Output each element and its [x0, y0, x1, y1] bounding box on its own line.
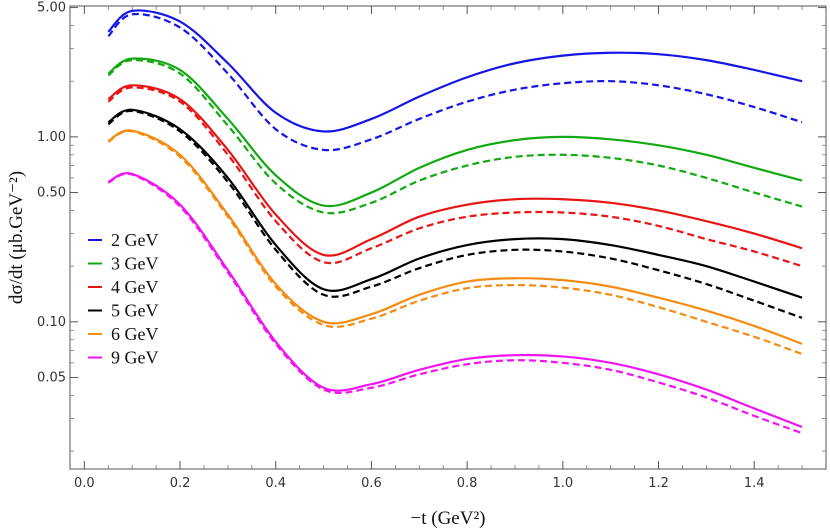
x-tick-label: 1.0 — [552, 476, 573, 491]
series-line-9-gev-dashed — [107, 172, 803, 435]
series-line-4-gev-dashed — [107, 86, 803, 268]
series-line-2-gev-solid — [107, 9, 803, 133]
x-tick-label: 0.6 — [361, 476, 382, 491]
legend-label: 4 GeV — [111, 277, 159, 297]
plot-frame — [69, 5, 827, 470]
legend-label: 9 GeV — [111, 348, 159, 368]
x-tick-label: 0.4 — [265, 476, 286, 491]
x-tick-label: 1.2 — [648, 476, 669, 491]
series-line-3-gev-dashed — [107, 59, 803, 215]
tick-labels: 0.0 0.2 0.4 0.6 0.8 1.0 1.2 1.4 5.00 1.00 0.50 0.10… — [37, 1, 765, 491]
y-tick-label: 0.05 — [37, 370, 66, 385]
plot-frame-rect — [69, 5, 827, 470]
series-line-6-gev-solid — [107, 129, 803, 345]
y-tick-label: 0.10 — [37, 315, 66, 330]
y-tick-label: 0.50 — [37, 186, 66, 201]
series-line-9-gev-solid — [107, 172, 803, 428]
legend-label: 5 GeV — [111, 301, 159, 321]
series-line-2-gev-dashed — [107, 12, 803, 152]
series-line-5-gev-dashed — [107, 109, 803, 319]
legend-label: 2 GeV — [111, 230, 159, 250]
x-tick-label: 0.2 — [170, 476, 191, 491]
series-line-5-gev-solid — [107, 108, 803, 299]
y-axis-title: dσ/dt (μb.GeV⁻²) — [6, 171, 27, 304]
legend-label: 3 GeV — [111, 254, 159, 274]
series-line-6-gev-dashed — [107, 129, 803, 356]
axis-ticks — [70, 6, 826, 469]
x-tick-label: 1.4 — [744, 476, 765, 491]
x-tick-label: 0.0 — [74, 476, 95, 491]
series-layer — [107, 9, 803, 435]
series-line-3-gev-solid — [107, 57, 803, 208]
y-tick-label: 5.00 — [37, 1, 66, 16]
y-tick-label: 1.00 — [37, 130, 66, 145]
x-tick-label: 0.8 — [457, 476, 478, 491]
x-axis-title: −t (GeV²) — [411, 508, 486, 529]
legend: 2 GeV 3 GeV 4 GeV 5 GeV 6 GeV 9 GeV — [88, 230, 159, 368]
series-line-4-gev-solid — [107, 84, 803, 257]
legend-label: 6 GeV — [111, 324, 159, 344]
